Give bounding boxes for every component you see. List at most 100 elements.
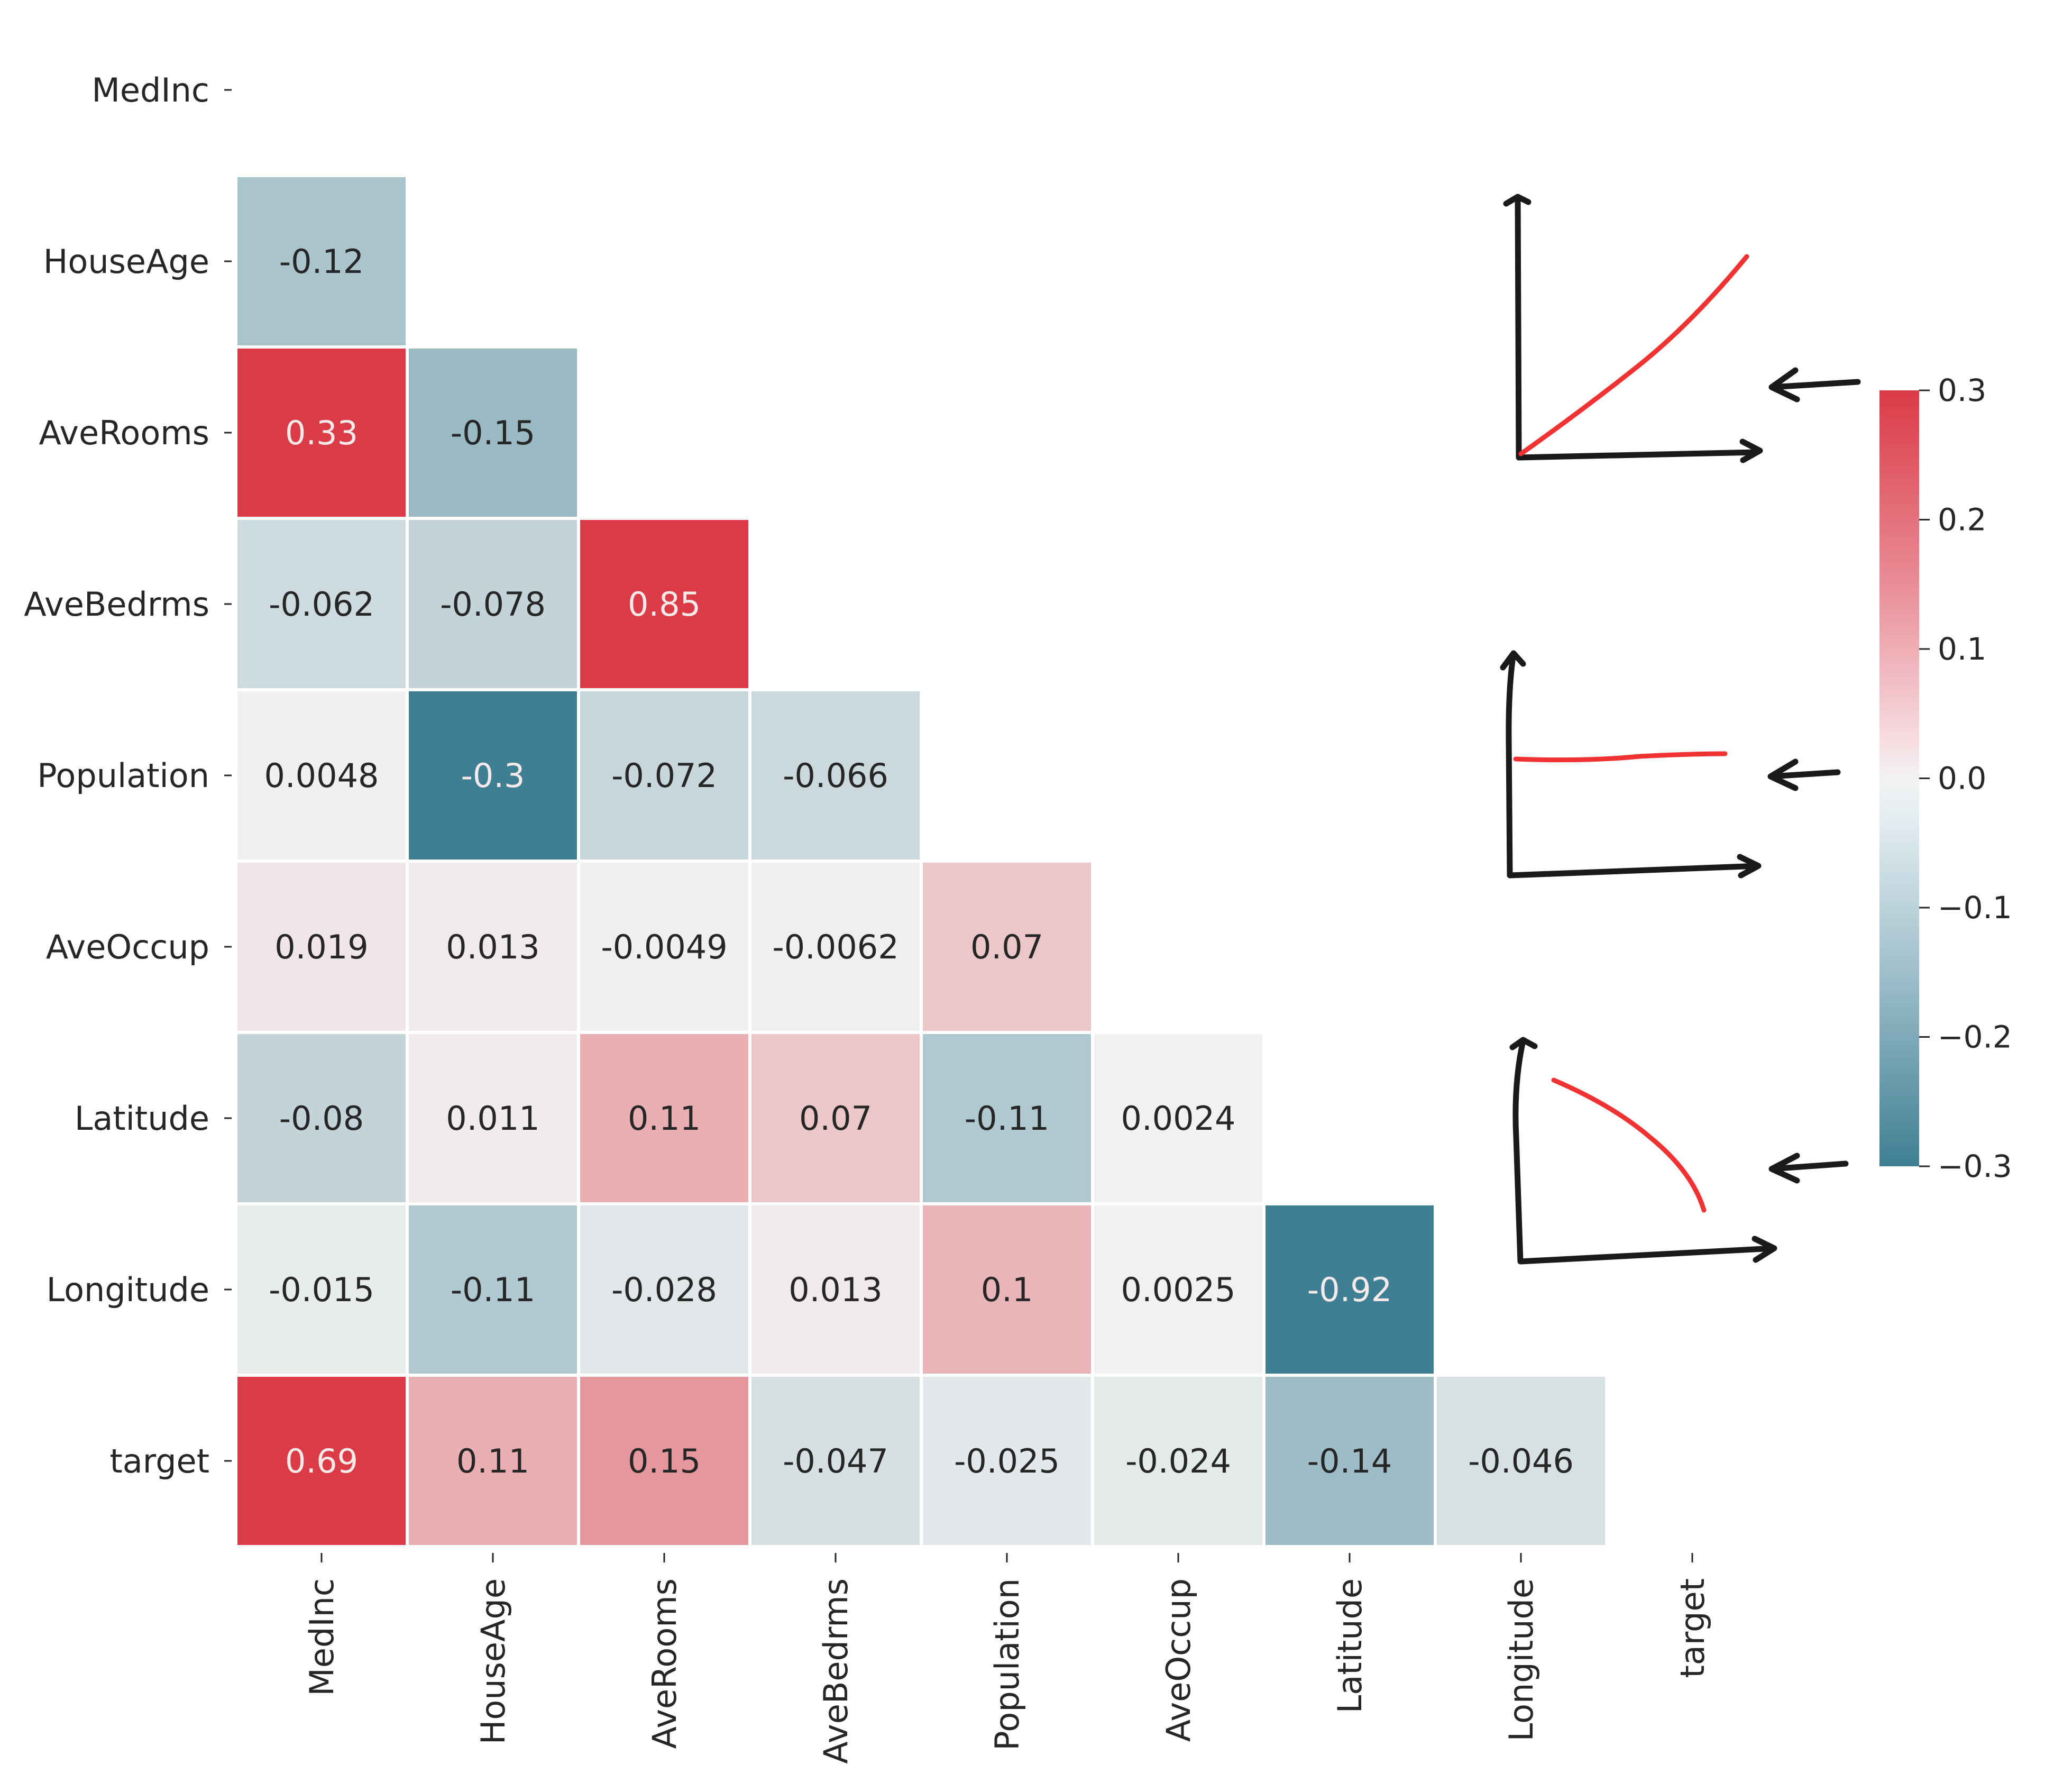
heatmap-cell-rect bbox=[1437, 1377, 1605, 1545]
heatmap-cell-rect bbox=[751, 863, 920, 1031]
heatmap-cell-rect bbox=[237, 863, 406, 1031]
heatmap-cell-value: -0.0062 bbox=[772, 928, 898, 966]
heatmap-cell-value: -0.11 bbox=[451, 1270, 535, 1309]
heatmap-cell: -0.072 bbox=[580, 691, 748, 860]
heatmap-cell-rect bbox=[237, 177, 406, 345]
heatmap-cell-rect bbox=[923, 1377, 1091, 1545]
heatmap-cell: 0.07 bbox=[923, 863, 1091, 1031]
heatmap-cell: 0.013 bbox=[409, 863, 577, 1031]
heatmap-cell: -0.11 bbox=[409, 1205, 577, 1374]
heatmap-cell: -0.0049 bbox=[580, 863, 748, 1031]
heatmap-cell: -0.0062 bbox=[751, 863, 920, 1031]
y-tick-label: HouseAge bbox=[43, 242, 209, 281]
heatmap-cell: 0.1 bbox=[923, 1205, 1091, 1374]
heatmap-cell: -0.078 bbox=[409, 520, 577, 688]
heatmap-cell-rect bbox=[580, 520, 748, 688]
sketch-axes-icon bbox=[1500, 650, 1762, 879]
x-axis-labels: MedInc HouseAge AveRooms AveBedrms Populatio… bbox=[302, 1553, 1712, 1764]
heatmap-cell-rect bbox=[580, 1377, 748, 1545]
heatmap-cell: -0.046 bbox=[1437, 1377, 1605, 1545]
colorbar: 0.3 0.2 0.1 0.0 −0.1 −0.2 −0.3 bbox=[1879, 372, 2012, 1184]
x-tick-label: Population bbox=[988, 1578, 1026, 1751]
arrow-left-icon bbox=[1768, 367, 1861, 403]
x-tick-label: AveOccup bbox=[1159, 1578, 1198, 1742]
heatmap-cell-rect bbox=[409, 691, 577, 860]
y-tick-label: Latitude bbox=[75, 1099, 209, 1138]
colorbar-ticks: 0.3 0.2 0.1 0.0 −0.1 −0.2 −0.3 bbox=[1919, 372, 2012, 1184]
heatmap-cell-value: 0.0048 bbox=[264, 756, 379, 795]
sketch-falling-line-icon bbox=[1551, 1077, 1707, 1213]
heatmap-cell-value: -0.078 bbox=[440, 585, 546, 624]
heatmap-cell-value: -0.046 bbox=[1468, 1442, 1574, 1480]
heatmap-cell-rect bbox=[237, 691, 406, 860]
heatmap-cell: -0.08 bbox=[237, 1034, 406, 1202]
heatmap-cell: 0.0025 bbox=[1094, 1205, 1262, 1374]
y-tick-label: AveBedrms bbox=[24, 585, 209, 624]
heatmap-cell-value: -0.025 bbox=[954, 1442, 1060, 1480]
sketch-flat-line-icon bbox=[1513, 751, 1728, 763]
heatmap-cell-value: 0.013 bbox=[788, 1270, 883, 1309]
heatmap-cell-value: -0.028 bbox=[611, 1270, 717, 1309]
y-tick-label: MedInc bbox=[91, 71, 209, 109]
heatmap-cell-value: -0.15 bbox=[451, 414, 535, 452]
heatmap-cell: -0.015 bbox=[237, 1205, 406, 1374]
arrow-left-icon bbox=[1768, 1153, 1849, 1184]
heatmap-cell-value: -0.0049 bbox=[601, 928, 727, 966]
sketch-negative-correlation bbox=[1509, 1037, 1849, 1265]
heatmap-cells: -0.12 0.33 -0.15 -0.062 -0.078 0.85 0.0048 -0.3… bbox=[237, 177, 1605, 1545]
heatmap-cell-value: -0.3 bbox=[461, 756, 525, 795]
heatmap-cell: -0.062 bbox=[237, 520, 406, 688]
y-axis-labels: MedInc HouseAge AveRooms AveBedrms Populatio… bbox=[24, 71, 232, 1480]
heatmap-cell: -0.15 bbox=[409, 349, 577, 517]
heatmap-cell-value: -0.062 bbox=[269, 585, 374, 624]
colorbar-tick-label: −0.1 bbox=[1938, 890, 2012, 926]
heatmap-cell: 0.013 bbox=[751, 1205, 920, 1374]
heatmap-cell: -0.11 bbox=[923, 1034, 1091, 1202]
heatmap-cell-value: 0.019 bbox=[274, 928, 369, 966]
heatmap-cell: -0.3 bbox=[409, 691, 577, 860]
heatmap-cell-rect bbox=[409, 349, 577, 517]
heatmap-cell: 0.85 bbox=[580, 520, 748, 688]
heatmap-cell-rect bbox=[1094, 1034, 1262, 1202]
heatmap-cell-value: 0.1 bbox=[981, 1270, 1033, 1309]
heatmap-cell-value: 0.07 bbox=[970, 928, 1043, 966]
colorbar-tick-label: −0.3 bbox=[1938, 1148, 2012, 1184]
y-tick-label: Longitude bbox=[47, 1270, 209, 1309]
heatmap-cell-value: -0.11 bbox=[965, 1099, 1049, 1138]
heatmap-cell: 0.07 bbox=[751, 1034, 920, 1202]
y-tick-label: AveOccup bbox=[46, 928, 209, 966]
heatmap-cell-rect bbox=[751, 1377, 920, 1545]
heatmap-cell-rect bbox=[751, 1205, 920, 1374]
heatmap-cell-rect bbox=[1094, 1205, 1262, 1374]
heatmap-cell: -0.92 bbox=[1266, 1205, 1434, 1374]
colorbar-tick-label: 0.2 bbox=[1938, 502, 1986, 538]
heatmap-cell-value: 0.011 bbox=[446, 1099, 540, 1138]
heatmap-cell-rect bbox=[237, 349, 406, 517]
heatmap-cell-rect bbox=[580, 1205, 748, 1374]
heatmap-cell-rect bbox=[923, 1205, 1091, 1374]
sketch-positive-correlation bbox=[1503, 194, 1861, 463]
x-tick-label: AveRooms bbox=[645, 1578, 684, 1749]
heatmap-cell: -0.025 bbox=[923, 1377, 1091, 1545]
heatmap-cell: 0.33 bbox=[237, 349, 406, 517]
heatmap-cell-rect bbox=[1094, 1377, 1262, 1545]
x-tick-label: Longitude bbox=[1502, 1578, 1541, 1741]
heatmap-cell: 0.11 bbox=[409, 1377, 577, 1545]
arrow-left-icon bbox=[1767, 758, 1841, 791]
heatmap-cell-value: 0.85 bbox=[628, 585, 701, 624]
heatmap-cell: 0.69 bbox=[237, 1377, 406, 1545]
heatmap-cell-value: 0.0024 bbox=[1121, 1099, 1236, 1138]
heatmap-cell-value: 0.11 bbox=[628, 1099, 701, 1138]
heatmap-cell-rect bbox=[923, 863, 1091, 1031]
heatmap-cell: 0.11 bbox=[580, 1034, 748, 1202]
heatmap-cell-rect bbox=[580, 691, 748, 860]
x-tick-label: HouseAge bbox=[474, 1578, 512, 1744]
heatmap-cell-value: 0.013 bbox=[446, 928, 540, 966]
colorbar-gradient bbox=[1879, 390, 1919, 1166]
colorbar-tick-label: 0.1 bbox=[1938, 631, 1986, 667]
heatmap-cell-rect bbox=[1266, 1205, 1434, 1374]
heatmap-cell-value: 0.11 bbox=[456, 1442, 529, 1480]
heatmap-cell-value: -0.024 bbox=[1125, 1442, 1231, 1480]
heatmap-cell: 0.011 bbox=[409, 1034, 577, 1202]
y-tick-label: Population bbox=[37, 756, 209, 795]
